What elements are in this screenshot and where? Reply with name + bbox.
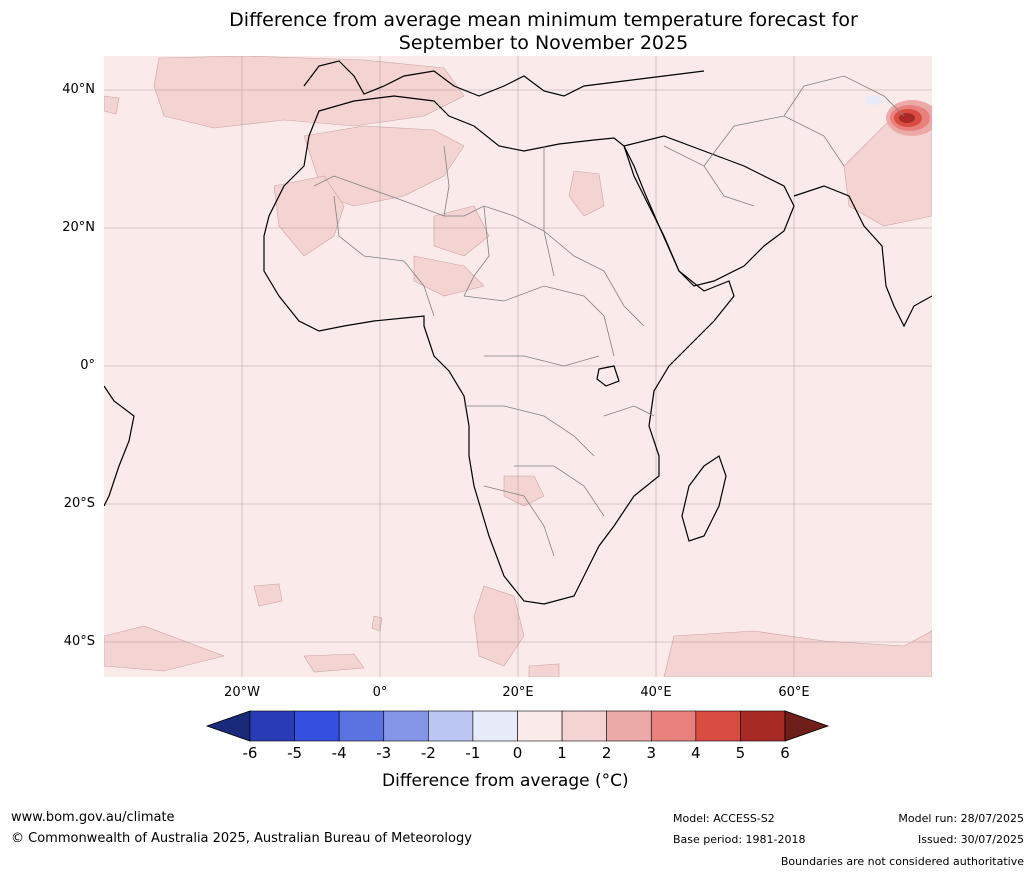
lat-label-20s: 20°S	[63, 496, 95, 511]
colorbar-tick-label: 6	[780, 744, 790, 762]
colorbar-cell	[650, 710, 697, 742]
colorbar-cell	[294, 710, 340, 742]
colorbar-tick-label: -4	[331, 744, 347, 762]
footer-website: www.bom.gov.au/climate	[11, 810, 175, 825]
colorbar-arrow-high	[784, 710, 830, 742]
footer-issued: Issued: 30/07/2025	[917, 833, 1024, 846]
title-line-2: September to November 2025	[398, 32, 689, 54]
colorbar-tick-label: -1	[465, 744, 481, 762]
footer-model: Model: ACCESS-S2	[673, 812, 775, 825]
graticule	[104, 56, 932, 677]
colorbar-arrow-low	[205, 710, 251, 742]
lon-label-20e: 20°E	[502, 685, 534, 700]
legend-title: Difference from average (°C)	[382, 771, 629, 791]
colorbar-cell	[428, 710, 474, 742]
africa-anomaly-map	[104, 56, 932, 677]
colorbar-tick-label: 3	[646, 744, 657, 762]
map-title: Difference from average mean minimum tem…	[0, 9, 1035, 55]
colorbar-cells	[205, 710, 830, 742]
footer-model-run: Model run: 28/07/2025	[898, 812, 1024, 825]
footer-disclaimer: Boundaries are not considered authoritat…	[780, 855, 1024, 868]
lat-label-20n: 20°N	[62, 220, 95, 235]
colorbar-tick-label: 1	[557, 744, 567, 762]
coastlines	[104, 60, 932, 605]
country-borders	[313, 75, 905, 557]
colorbar-cell	[561, 710, 607, 742]
lon-label-60e: 60°E	[778, 685, 810, 700]
lat-label-40s: 40°S	[63, 634, 95, 649]
lat-label-40n: 40°N	[62, 82, 95, 97]
lat-label-0: 0°	[80, 358, 95, 373]
colorbar-cell	[472, 710, 518, 742]
colorbar-tick-label: 5	[735, 744, 746, 762]
footer-base-period: Base period: 1981-2018	[673, 833, 806, 846]
colorbar-tick-label: 4	[691, 744, 701, 762]
colorbar-cell	[517, 710, 563, 742]
lon-label-40e: 40°E	[640, 685, 672, 700]
lon-label-20w: 20°W	[224, 685, 260, 700]
colorbar-cell	[383, 710, 429, 742]
anomaly-1-2-areas	[104, 56, 932, 677]
colorbar-cell	[606, 710, 652, 742]
colorbar-tick-label: -6	[242, 744, 258, 762]
colorbar-tick-label: 2	[601, 744, 612, 762]
colorbar-cell	[338, 710, 385, 742]
colorbar-tick-label: -3	[376, 744, 392, 762]
colorbar-cell	[249, 710, 295, 742]
colorbar-tick-label: 0	[512, 744, 523, 762]
colorbar-cell	[740, 710, 786, 742]
colorbar-tick-label: -2	[420, 744, 436, 762]
title-line-1: Difference from average mean minimum tem…	[229, 9, 858, 31]
lon-label-0: 0°	[372, 685, 388, 700]
footer-copyright: © Commonwealth of Australia 2025, Austra…	[11, 831, 472, 846]
colorbar-tick-label: -5	[287, 744, 303, 762]
colorbar-cell	[695, 710, 741, 742]
map-panel	[104, 56, 932, 677]
